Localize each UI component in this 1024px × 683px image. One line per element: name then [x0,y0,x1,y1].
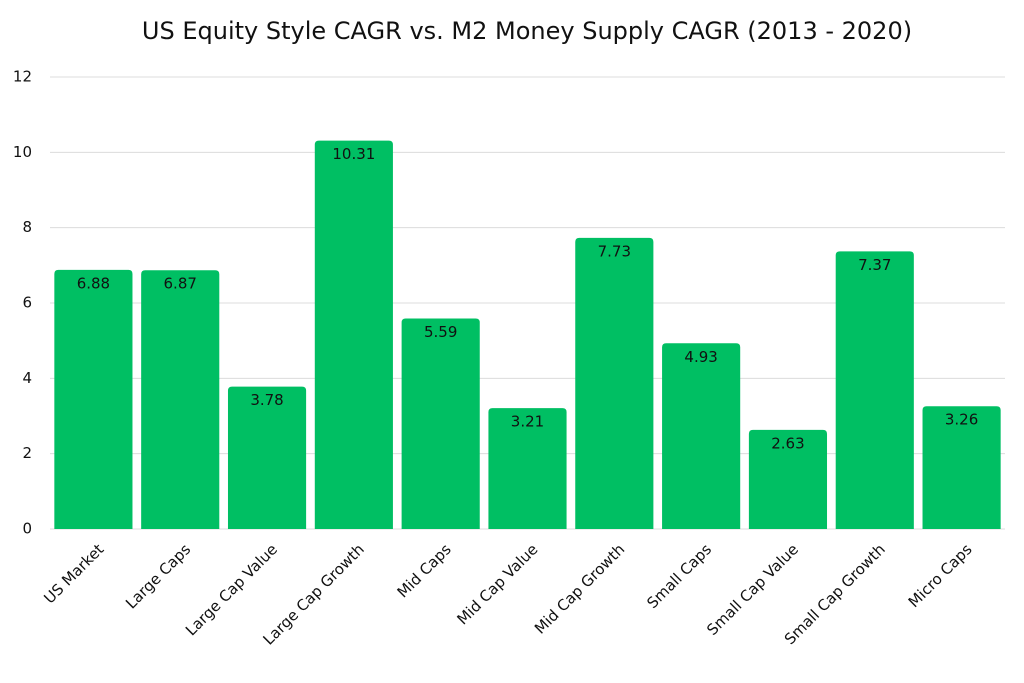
x-tick-label: Mid Caps [394,540,455,601]
x-tick-label: Large Cap Value [182,540,281,639]
x-tick-label: Small Cap Value [703,540,802,639]
x-tick-label: Mid Cap Value [453,540,541,628]
bar [922,406,1001,529]
bar [227,386,307,529]
value-label: 3.26 [945,411,978,429]
x-tick-label: US Market [40,540,107,607]
bar [662,343,741,529]
y-tick-label: 4 [22,369,32,387]
y-tick-label: 10 [13,143,32,161]
bar [401,318,480,529]
x-tick-label: Small Caps [643,540,715,612]
value-label: 3.21 [511,413,544,431]
y-tick-label: 0 [22,520,32,538]
y-tick-label: 8 [22,218,32,236]
chart-title: US Equity Style CAGR vs. M2 Money Supply… [142,17,912,45]
x-tick-label: Mid Cap Growth [531,540,628,637]
bar [314,140,393,529]
bar [748,429,828,529]
value-label: 7.73 [598,242,631,260]
x-tick-label: Micro Caps [905,540,976,611]
value-label: 6.88 [77,274,110,292]
x-tick-label: Large Caps [122,540,194,612]
value-label: 4.93 [684,348,717,366]
value-label: 5.59 [424,323,457,341]
value-label: 10.31 [332,145,375,163]
y-tick-label: 6 [22,294,32,312]
value-label: 2.63 [771,434,804,452]
y-tick-label: 12 [13,68,32,86]
value-label: 7.37 [858,256,891,274]
bar [575,237,654,529]
bar [141,270,220,529]
bar [488,408,567,529]
bar [54,269,133,529]
bar [835,251,914,529]
value-label: 6.87 [164,275,197,293]
y-tick-label: 2 [22,444,32,462]
value-label: 3.78 [250,391,283,409]
